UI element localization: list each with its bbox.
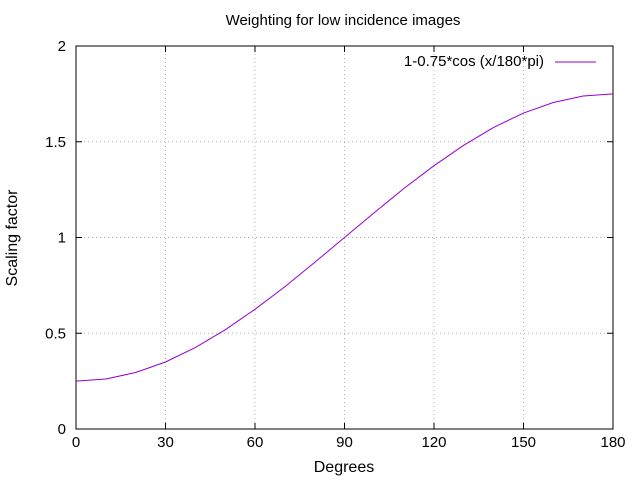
y-tick-label: 1 — [58, 230, 66, 247]
x-tick-label: 120 — [421, 434, 446, 451]
y-tick-label: 0 — [58, 421, 66, 438]
legend: 1-0.75*cos (x/180*pi) — [404, 53, 596, 70]
y-tick-label: 2 — [58, 38, 66, 55]
x-tick-label: 0 — [72, 434, 80, 451]
x-tick-label: 90 — [336, 434, 353, 451]
series-lines — [75, 93, 614, 382]
x-axis-label: Degrees — [314, 459, 374, 476]
x-tick-label: 30 — [157, 434, 174, 451]
axis-ticks: 0 30 60 90 120 150 180 0 0.5 1 1.5 2 — [45, 38, 625, 451]
x-tick-label: 150 — [511, 434, 536, 451]
y-axis-label: Scaling factor — [4, 189, 21, 287]
legend-label: 1-0.75*cos (x/180*pi) — [404, 53, 544, 70]
series-line — [75, 93, 614, 382]
chart-title: Weighting for low incidence images — [226, 12, 461, 29]
y-tick-label: 1.5 — [45, 134, 66, 151]
x-tick-label: 180 — [600, 434, 625, 451]
y-tick-label: 0.5 — [45, 325, 66, 342]
x-tick-label: 60 — [247, 434, 264, 451]
